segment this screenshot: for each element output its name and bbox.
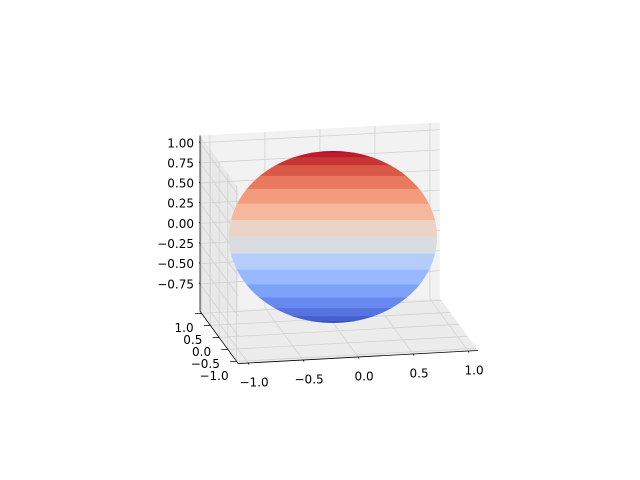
z-tick-label: 0.25 [167, 197, 194, 211]
x-axis-line [238, 350, 478, 364]
z-tick-label: 0.00 [167, 217, 194, 231]
surface-band [229, 269, 437, 286]
y-tick-label: 0.5 [183, 333, 202, 347]
surface-band [229, 219, 437, 238]
y-tick-label: −0.5 [191, 357, 220, 371]
surface-band [229, 188, 437, 205]
z-tick-label: −0.50 [157, 257, 194, 271]
grid-line [236, 347, 477, 362]
grid-line [219, 323, 459, 338]
x-tick-label: 0.0 [355, 370, 374, 384]
z-tick-label: 1.00 [167, 136, 194, 150]
surface-band [229, 284, 437, 299]
x-tick-label: −0.5 [295, 373, 324, 387]
surface-band [229, 321, 437, 323]
grid-line [199, 263, 239, 317]
sphere [229, 151, 437, 323]
x-tick-label: −1.0 [240, 376, 269, 390]
surface-band [229, 253, 437, 271]
z-tick-label: −0.25 [157, 237, 194, 251]
grid-line [200, 129, 440, 144]
surface-band [229, 175, 437, 190]
z-tick-label: −0.75 [157, 277, 194, 291]
grid-line [199, 142, 239, 196]
y-tick-label: 0.0 [192, 345, 211, 359]
surface-band [229, 203, 437, 221]
y-tick-label: 1.0 [175, 321, 194, 335]
y-axis-line [199, 310, 239, 364]
z-tick-label: 0.50 [167, 177, 194, 191]
y-tick-label: −1.0 [199, 369, 228, 383]
grid-line [199, 162, 239, 216]
grid-line [199, 283, 239, 337]
grid-line [199, 243, 239, 297]
x-tick-label: 1.0 [465, 364, 484, 378]
grid-line [227, 335, 468, 350]
z-tick-label: 0.75 [167, 156, 194, 170]
grid-line [199, 223, 239, 276]
surface-band [229, 236, 437, 255]
x-tick-label: 0.5 [410, 367, 429, 381]
